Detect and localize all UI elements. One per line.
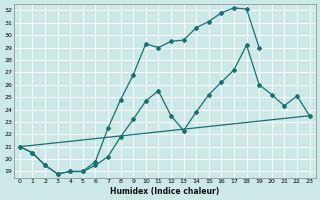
X-axis label: Humidex (Indice chaleur): Humidex (Indice chaleur) <box>110 187 219 196</box>
